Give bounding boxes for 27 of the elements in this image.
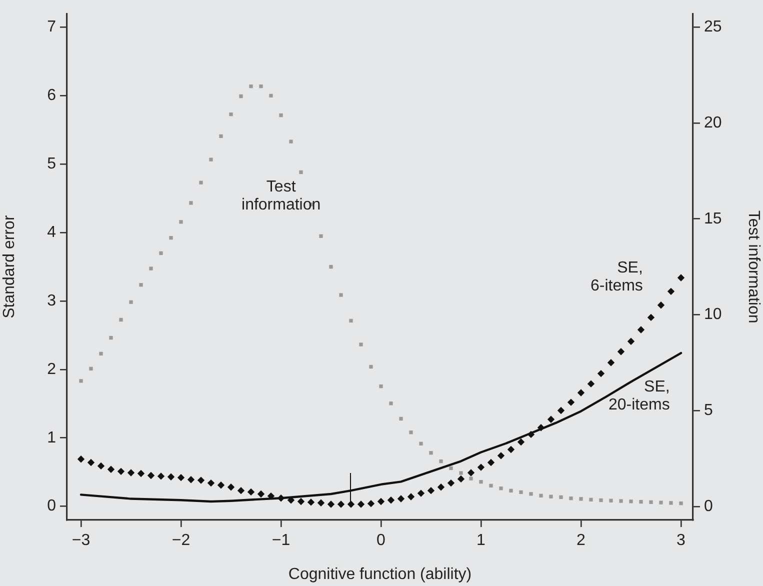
y2-tick-label: 0	[704, 498, 713, 515]
x-tick-label: 2	[576, 532, 586, 550]
x-tick-label: 3	[676, 532, 686, 550]
x-axis-title: Cognitive function (ability)	[288, 566, 472, 583]
y-tick-label: 6	[47, 87, 56, 104]
y-tick-label: 7	[47, 18, 56, 36]
y2-tick-label: 15	[704, 210, 722, 228]
y-tick-label: 3	[47, 292, 56, 310]
y-tick-label: 4	[47, 224, 56, 241]
y2-tick-label: 20	[704, 114, 722, 132]
y-tick-label: 1	[47, 429, 56, 446]
y2-tick-label: 10	[704, 306, 722, 324]
x-tick-label: −2	[172, 532, 190, 550]
series-label: SE, 20-items	[608, 378, 670, 414]
y2-tick-label: 5	[704, 402, 713, 420]
y-axis-title: Standard error	[1, 214, 18, 318]
series-label: SE, 6-items	[590, 259, 643, 294]
x-tick-label: −3	[72, 532, 90, 550]
x-tick-label: 1	[476, 532, 486, 550]
y2-axis-title: Test information	[744, 210, 762, 324]
x-tick-label: 0	[376, 532, 386, 550]
y2-tick-label: 25	[704, 18, 722, 36]
y-tick-label: 0	[47, 498, 56, 515]
y-tick-label: 5	[47, 156, 56, 173]
x-tick-label: −1	[272, 532, 290, 550]
y-tick-label: 2	[47, 360, 56, 378]
series-label: Test information	[242, 178, 321, 214]
